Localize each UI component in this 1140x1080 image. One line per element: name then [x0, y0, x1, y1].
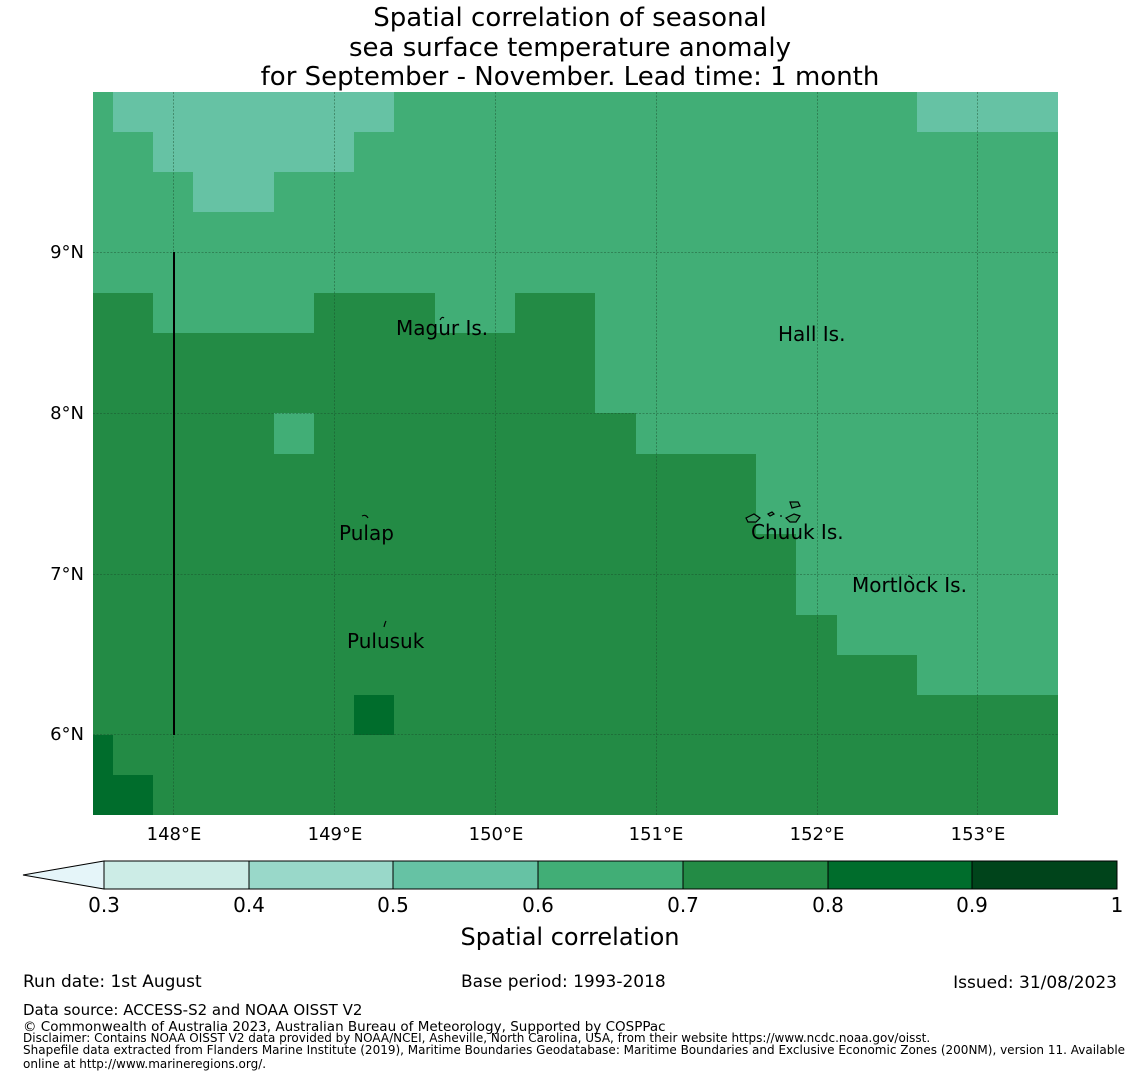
label-magur: Magur Is.	[396, 316, 488, 340]
colorbar-segment	[972, 861, 1117, 889]
colorbar-segment	[104, 861, 249, 889]
colorbar-extend-arrow	[22, 860, 105, 890]
lat-tick: 9°N	[50, 242, 84, 263]
colorbar-segment	[683, 861, 828, 889]
colorbar-segment	[828, 861, 972, 889]
island-shapes	[361, 316, 913, 628]
place-labels: Magur Is. Hall Is. Pulap Chuuk Is. Mortl…	[339, 316, 967, 653]
colorbar-tick: 1	[1110, 893, 1124, 917]
colorbar-tick: 0.5	[377, 893, 409, 917]
region-0.5-0.6	[113, 92, 394, 212]
lon-tick: 151°E	[629, 824, 684, 845]
lon-tick: 152°E	[790, 824, 845, 845]
data-source: Data source: ACCESS-S2 and NOAA OISST V2	[23, 1001, 363, 1019]
colorbar-tick: 0.4	[233, 893, 265, 917]
shapefile-credit-2: online at http://www.marineregions.org/.	[23, 1057, 267, 1071]
lon-tick: 150°E	[469, 824, 524, 845]
correlation-grid	[93, 92, 1058, 815]
disclaimer: Disclaimer: Contains NOAA OISST V2 data …	[23, 1031, 931, 1045]
colorbar-tick: 0.6	[522, 893, 554, 917]
lat-tick: 6°N	[50, 724, 84, 745]
colorbar-tick: 0.8	[812, 893, 844, 917]
title-line-2: sea surface temperature anomaly	[349, 33, 791, 63]
title-line-3: for September - November. Lead time: 1 m…	[260, 62, 880, 92]
lon-tick: 148°E	[147, 824, 202, 845]
lat-tick-labels: 9°N 8°N 7°N 6°N	[50, 242, 84, 745]
label-pulap: Pulap	[339, 521, 394, 545]
shapefile-credit-1: Shapefile data extracted from Flanders M…	[23, 1043, 1126, 1057]
region-0.8-0.9-sw	[93, 735, 153, 815]
colorbar-segment	[538, 861, 683, 889]
colorbar-segment	[393, 861, 538, 889]
colorbar-segment	[249, 861, 393, 889]
label-pulusuk: Pulusuk	[347, 629, 425, 653]
colorbar-tick: 0.9	[956, 893, 988, 917]
colorbar-tick: 0.7	[667, 893, 699, 917]
lon-tick-labels: 148°E 149°E 150°E 151°E 152°E 153°E	[147, 824, 1006, 845]
lon-tick: 153°E	[951, 824, 1006, 845]
issued-date: Issued: 31/08/2023	[953, 973, 1117, 993]
region-0.6-0.7-cell	[274, 413, 314, 454]
title-line-1: Spatial correlation of seasonal	[373, 3, 767, 33]
run-date: Run date: 1st August	[23, 972, 202, 992]
colorbar	[22, 860, 1118, 890]
colorbar-tick: 0.3	[88, 893, 120, 917]
label-chuuk: Chuuk Is.	[751, 520, 844, 544]
lat-tick: 7°N	[50, 564, 84, 585]
gridlines	[93, 92, 1058, 815]
lon-tick: 149°E	[308, 824, 363, 845]
region-0.8-0.9-cell	[354, 695, 394, 735]
copyright: © Commonwealth of Australia 2023, Austra…	[23, 1019, 666, 1035]
label-mortlock: Mortlock Is.	[852, 573, 967, 597]
label-hall: Hall Is.	[778, 322, 845, 346]
lat-tick: 8°N	[50, 403, 84, 424]
base-period: Base period: 1993-2018	[461, 972, 666, 992]
colorbar-title: Spatial correlation	[460, 923, 680, 951]
region-0.5-0.6-ne	[917, 92, 1058, 132]
